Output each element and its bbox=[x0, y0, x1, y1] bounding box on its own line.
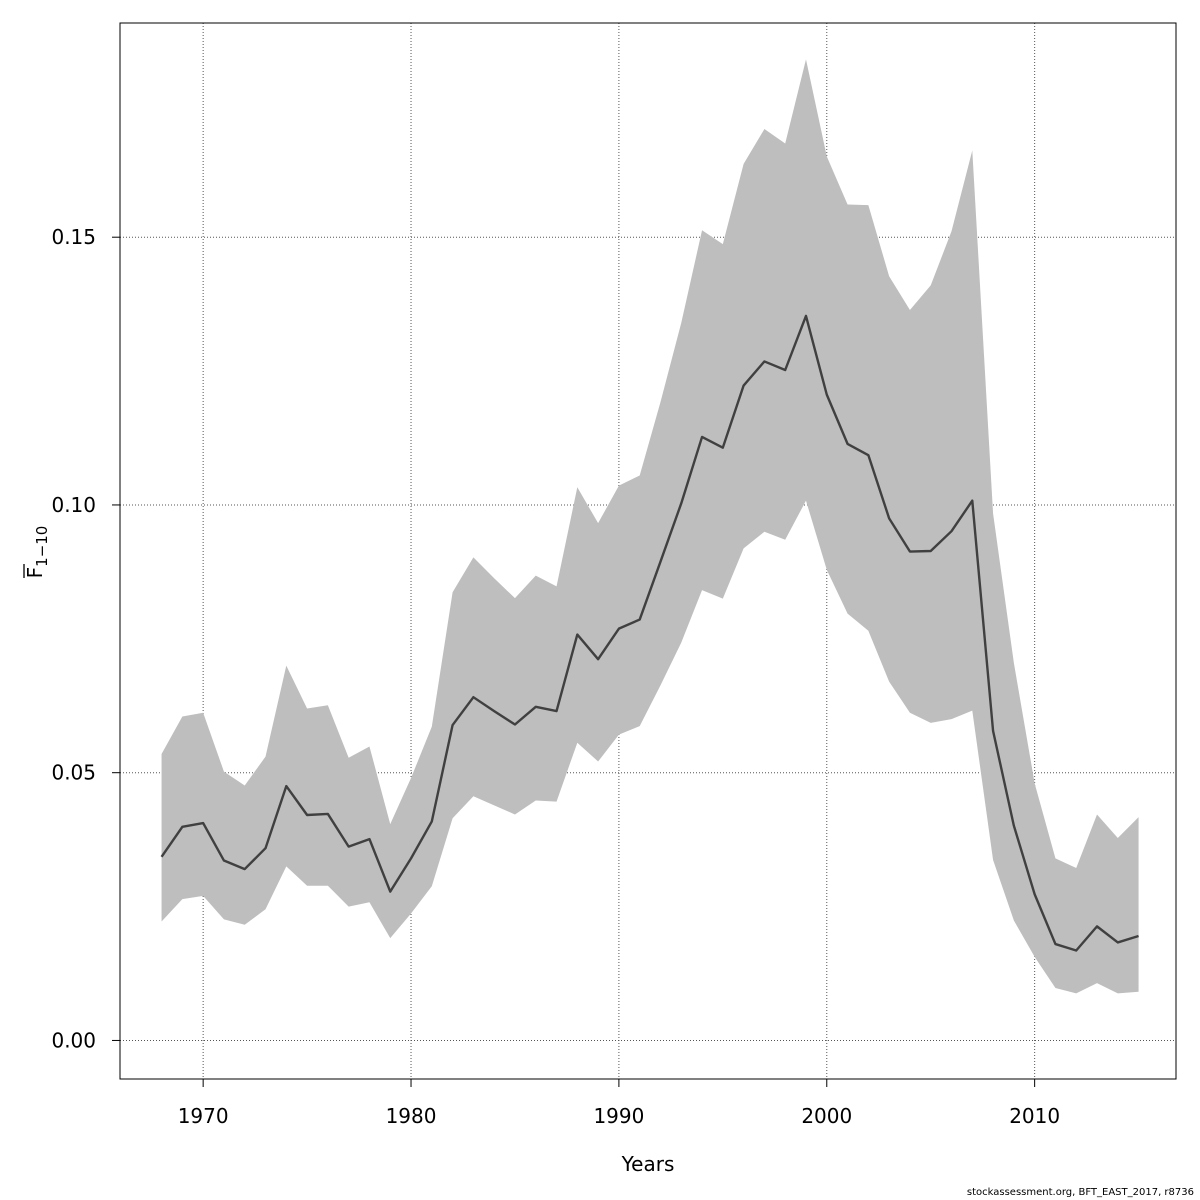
y-axis-title-main: F bbox=[23, 567, 47, 579]
x-tick-label: 1980 bbox=[386, 1104, 437, 1128]
x-tick-label: 2010 bbox=[1009, 1104, 1060, 1128]
series-line bbox=[160, 314, 1139, 952]
x-axis: 1970 1980 1990 2000 2010 bbox=[178, 1079, 1060, 1128]
x-axis-title: Years bbox=[621, 1152, 675, 1176]
x-tick-label: 1970 bbox=[178, 1104, 229, 1128]
confidence-band bbox=[161, 59, 1139, 994]
y-axis-title-subscript: 1−10 bbox=[33, 526, 51, 567]
y-axis: 0.00 0.05 0.10 0.15 bbox=[51, 225, 120, 1052]
y-tick-label: 0.10 bbox=[51, 493, 96, 517]
credit-text: stockassessment.org, BFT_EAST_2017, r873… bbox=[966, 1187, 1194, 1198]
y-tick-label: 0.00 bbox=[51, 1028, 96, 1052]
y-tick-label: 0.05 bbox=[51, 761, 96, 785]
svg-text:F1−10: F1−10 bbox=[23, 526, 51, 579]
plot-frame bbox=[119, 22, 1177, 1080]
y-tick-label: 0.15 bbox=[51, 225, 96, 249]
x-tick-label: 2000 bbox=[801, 1104, 852, 1128]
y-axis-title: F1−10 bbox=[23, 526, 51, 579]
x-tick-label: 1990 bbox=[593, 1104, 644, 1128]
